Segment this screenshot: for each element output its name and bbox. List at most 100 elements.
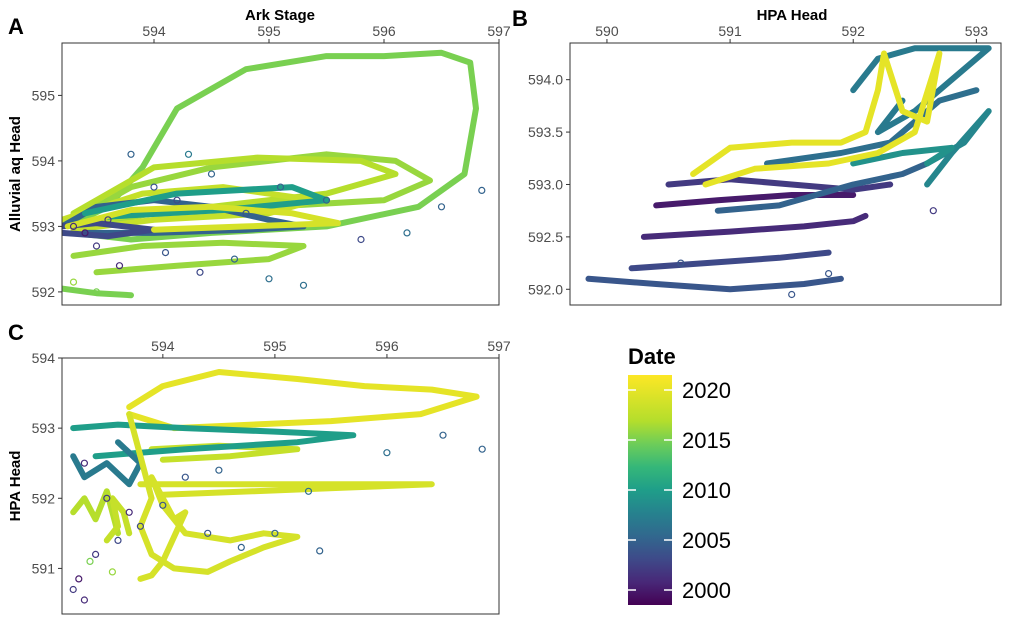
panel-b-y-tick-label-3: 593.5 xyxy=(528,124,563,140)
panel-b-series-path-5 xyxy=(714,160,931,214)
panel-a-plot-area xyxy=(62,49,486,299)
panel-b-series-path-9 xyxy=(850,144,955,167)
panel-b-data-point-1 xyxy=(824,270,833,278)
panel-b-x-tick-label-3: 593 xyxy=(965,23,989,39)
panel-b-data-point-3 xyxy=(677,259,685,267)
panel-b-y-tick-label-0: 592.0 xyxy=(528,281,563,297)
panel-b-series-path-7 xyxy=(850,45,992,136)
panel-a-data-point-12 xyxy=(299,281,308,289)
legend-title: Date xyxy=(628,344,676,369)
panel-b-series-path-1 xyxy=(628,249,832,272)
panel-a-data-point-9 xyxy=(196,268,204,276)
panel-a-data-point-1 xyxy=(150,183,158,191)
panel-b-data-point-0 xyxy=(788,290,796,299)
panel-a-data-point-23 xyxy=(92,288,101,296)
panel-c-data-point-0 xyxy=(69,585,77,594)
panel-a-x-axis-title: Ark Stage xyxy=(245,7,315,24)
panel-a-y-axis-title: Alluvial aq Head xyxy=(7,116,24,232)
panel-a-data-point-17 xyxy=(478,186,486,194)
panel-b-y-tick-label-2: 593.0 xyxy=(528,176,563,192)
panel-b-series-path-2 xyxy=(640,212,869,240)
panel-a-series-path-5 xyxy=(62,285,134,299)
date-legend: Date 2020 2015 2010 2005 2000 xyxy=(628,344,731,605)
legend-label-4: 2000 xyxy=(682,578,731,603)
panel-b-plot-area xyxy=(585,45,992,299)
panel-c-frame xyxy=(61,357,500,615)
panel-c-data-point-14 xyxy=(80,459,89,467)
panel-c-data-point-3 xyxy=(91,550,100,559)
panel-c-data-point-12 xyxy=(439,431,447,439)
panel-c-y-tick-label-3: 594 xyxy=(32,350,56,366)
panel-c-letter: C xyxy=(8,320,24,345)
panel-c-data-point-6 xyxy=(159,501,167,509)
panel-a-data-point-2 xyxy=(173,196,181,204)
panel-a-data-point-8 xyxy=(161,249,170,257)
panel-c-plot-area xyxy=(69,369,486,604)
panel-a-x-tick-label-1: 595 xyxy=(257,23,281,39)
panel-a-data-point-10 xyxy=(230,255,239,263)
legend-label-1: 2015 xyxy=(682,428,731,453)
panel-a-data-point-3 xyxy=(207,170,216,178)
panel-c-data-point-16 xyxy=(125,508,133,516)
panel-a-frame xyxy=(61,42,500,306)
panel-c-data-point-21 xyxy=(108,568,117,576)
panel-a-series-path-4 xyxy=(70,239,307,276)
panel-c-series-path-5 xyxy=(70,488,121,537)
panel-b-frame xyxy=(569,42,1002,306)
panel-a-x-tick-label-2: 596 xyxy=(372,23,396,39)
panel-b-x-tick-label-1: 591 xyxy=(718,23,742,39)
panel-c-data-point-5 xyxy=(136,522,144,530)
panel-c-data-point-10 xyxy=(316,547,324,555)
panel-a-letter: A xyxy=(8,14,24,39)
panel-c-data-point-2 xyxy=(75,575,83,583)
panel-c-x-tick-label-0: 594 xyxy=(151,338,175,354)
panel-a-data-point-13 xyxy=(322,196,331,204)
panel-c-data-point-19 xyxy=(304,487,313,495)
panel-c-series-path-1 xyxy=(137,481,435,498)
panel-a-x-tick-label-3: 597 xyxy=(487,23,511,39)
panel-a-data-point-4 xyxy=(242,209,250,217)
panel-a-series-path-8 xyxy=(82,184,330,220)
panel-b-x-axis-title: HPA Head xyxy=(757,7,828,24)
panel-c-y-tick-label-0: 591 xyxy=(32,560,56,576)
panel-a-y-tick-label-2: 594 xyxy=(32,153,56,169)
legend-label-3: 2005 xyxy=(682,528,731,553)
panel-c-ticks: 594 595 596 597 591 592 593 594 xyxy=(32,338,511,576)
panel-a-data-point-18 xyxy=(69,222,78,230)
panel-c-series-path-0 xyxy=(126,369,480,432)
legend-label-2: 2010 xyxy=(682,478,731,503)
panel-c-y-tick-label-1: 592 xyxy=(32,490,56,506)
panel-c-data-point-13 xyxy=(478,445,486,453)
panel-a-ticks: 594 595 596 597 592 593 594 595 xyxy=(32,23,511,300)
legend-ticks: 2020 2015 2010 2005 2000 xyxy=(628,378,731,603)
panel-a-data-point-22 xyxy=(69,278,78,286)
panel-c-data-point-9 xyxy=(271,529,279,537)
panel-c-x-tick-label-2: 596 xyxy=(375,338,399,354)
panel-b: B HPA Head 590 591 592 593592.0592.5593.059… xyxy=(512,6,1002,306)
panel-c-series-path-7 xyxy=(103,495,133,544)
panel-c-data-point-1 xyxy=(80,596,89,604)
panel-a-data-point-11 xyxy=(265,275,273,283)
panel-c-x-tick-label-3: 597 xyxy=(487,338,511,354)
panel-a-data-point-16 xyxy=(437,203,446,211)
panel-a-data-point-21 xyxy=(184,150,193,158)
panel-a-y-tick-label-1: 593 xyxy=(32,218,56,234)
panel-a-data-point-15 xyxy=(403,229,411,237)
panel-c: C HPA Head 594 595 596 597 591 592 593 594 xyxy=(7,320,511,615)
panel-b-data-point-2 xyxy=(929,207,937,215)
panel-c-data-point-17 xyxy=(181,473,189,481)
panel-c-data-point-20 xyxy=(86,557,94,566)
panel-a-data-point-19 xyxy=(81,229,89,237)
panel-c-data-point-18 xyxy=(215,466,223,474)
panel-c-data-point-15 xyxy=(103,494,111,502)
panel-a: A Ark Stage Alluvial aq Head 594 595 596 59… xyxy=(7,7,511,306)
panel-b-ticks: 590 591 592 593 592.0 592.5 593.0 593.5 594.0 xyxy=(528,23,988,297)
panel-c-series-path-6 xyxy=(126,411,301,582)
panel-c-y-axis-title: HPA Head xyxy=(7,451,24,522)
panel-a-series-path-9 xyxy=(64,203,341,233)
panel-a-series-path-2 xyxy=(70,154,399,223)
panel-b-series-path-6 xyxy=(764,87,980,167)
panel-a-data-point-14 xyxy=(357,235,365,244)
panel-b-series-path-0 xyxy=(585,275,844,293)
